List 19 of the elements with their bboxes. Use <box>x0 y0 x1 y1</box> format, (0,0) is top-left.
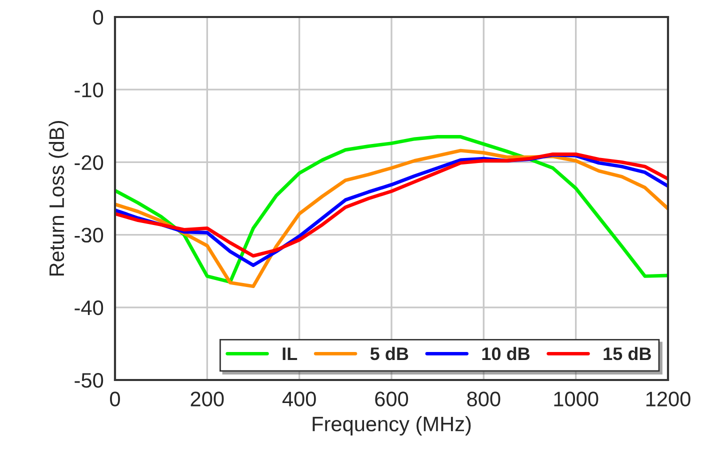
x-tick-label: 1000 <box>554 392 598 406</box>
x-tick-label: 800 <box>467 392 500 406</box>
y-tick-label: -10 <box>74 82 104 98</box>
y-tick-label: 0 <box>93 10 104 25</box>
x-tick-label: 1200 <box>646 392 690 406</box>
legend-label: 5 dB <box>370 346 408 360</box>
x-tick-label: 400 <box>282 392 316 406</box>
x-tick-label: 200 <box>190 392 224 406</box>
y-tick-label: -50 <box>74 373 104 388</box>
y-tick-label: -40 <box>74 300 104 316</box>
x-axis-title: Frequency (MHz) <box>312 416 471 436</box>
legend-label: IL <box>282 348 298 360</box>
legend-label: 10 dB <box>482 346 530 360</box>
y-tick-label: -20 <box>74 155 104 170</box>
x-tick-label: 0 <box>110 392 120 406</box>
legend-label: 15 dB <box>604 346 651 360</box>
x-tick-label: 600 <box>375 392 408 406</box>
y-axis-title: Return Loss (dB) <box>48 121 68 276</box>
y-tick-label: -30 <box>74 228 104 243</box>
